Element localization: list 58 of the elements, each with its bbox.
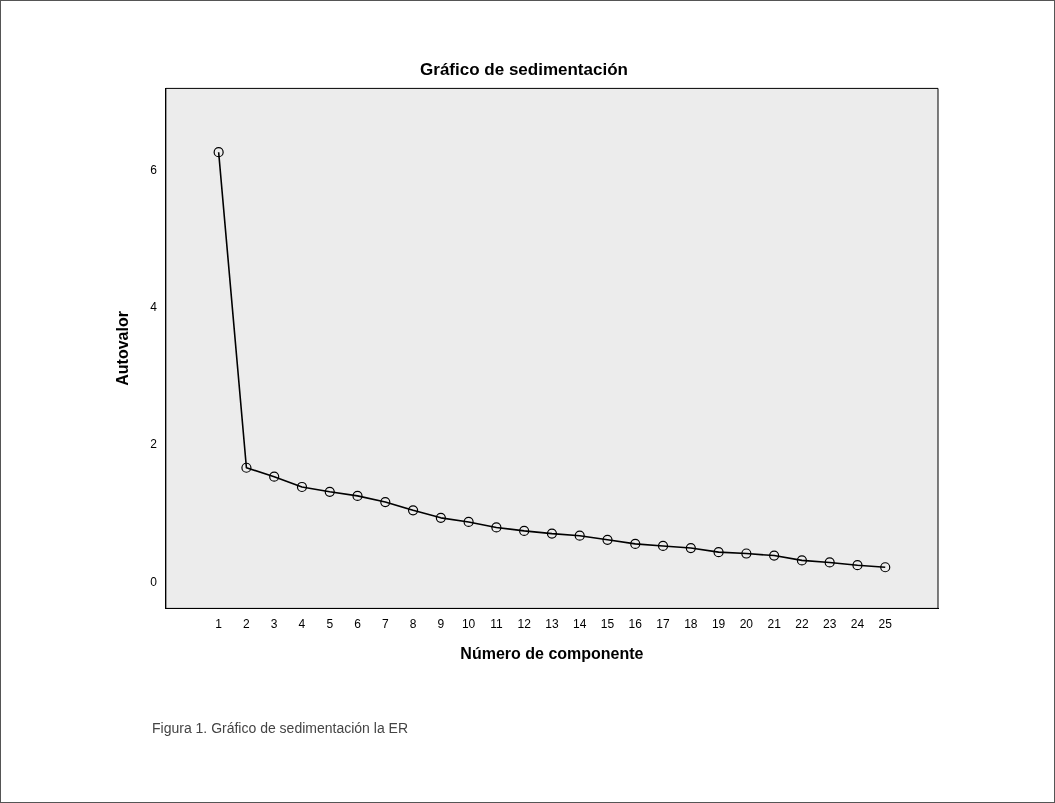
- point: [713, 547, 724, 558]
- x-tick-label: 4: [298, 616, 306, 631]
- point: [296, 481, 308, 493]
- point: [324, 486, 335, 497]
- point: [685, 542, 696, 554]
- x-tick-label: 16: [628, 616, 643, 631]
- x-tick-label: 20: [739, 616, 754, 631]
- point: [491, 522, 502, 533]
- x-tick-label: 14: [573, 616, 587, 631]
- point: [213, 147, 224, 158]
- x-tick-label: 19: [711, 616, 726, 631]
- point: [574, 530, 585, 541]
- point: [824, 557, 835, 568]
- point: [435, 512, 446, 523]
- y-axis-title: Autovalor: [114, 311, 132, 386]
- x-tick-label: 9: [437, 616, 445, 631]
- point: [380, 496, 391, 508]
- x-tick-label: 2: [243, 616, 251, 631]
- point: [880, 562, 891, 573]
- point: [741, 548, 752, 559]
- point: [407, 505, 419, 516]
- x-tick-label: 24: [850, 616, 865, 631]
- point: [630, 538, 641, 550]
- y-tick-label: 6: [150, 163, 158, 178]
- x-tick-label: 21: [767, 616, 782, 631]
- x-tick-label: 12: [517, 616, 532, 631]
- x-tick-label: 5: [326, 616, 334, 631]
- x-tick-label: 18: [684, 616, 698, 631]
- point: [657, 540, 669, 552]
- x-axis-title: Número de componente: [460, 644, 644, 662]
- x-tick-label: 13: [545, 616, 559, 631]
- x-tick-label: 25: [878, 616, 893, 631]
- y-tick-label: 2: [150, 437, 158, 452]
- point: [463, 516, 474, 528]
- chart-title: Gráfico de sedimentación: [420, 59, 628, 79]
- x-tick-label: 3: [270, 616, 278, 631]
- point: [269, 471, 280, 482]
- x-tick-label: 17: [656, 616, 671, 631]
- x-tick-label: 10: [461, 616, 476, 631]
- x-tick-label: 23: [823, 616, 837, 631]
- x-tick-label: 1: [215, 616, 223, 631]
- point: [852, 560, 863, 571]
- x-tick-label: 7: [381, 616, 389, 631]
- point: [546, 528, 558, 539]
- x-tick-label: 8: [409, 616, 417, 631]
- y-tick-label: 4: [150, 300, 158, 315]
- text: Figura 1. Gráfico de sedimentación la ER: [152, 720, 409, 736]
- point: [796, 555, 808, 566]
- x-tick-label: 11: [490, 616, 503, 631]
- point: [602, 534, 613, 545]
- point: [519, 525, 530, 536]
- x-tick-label: 22: [795, 616, 809, 631]
- point: [769, 550, 780, 561]
- x-tick-label: 15: [600, 616, 615, 631]
- point: [352, 490, 363, 501]
- point: [241, 462, 252, 473]
- y-tick-label: 0: [150, 574, 158, 589]
- x-tick-label: 6: [354, 616, 362, 631]
